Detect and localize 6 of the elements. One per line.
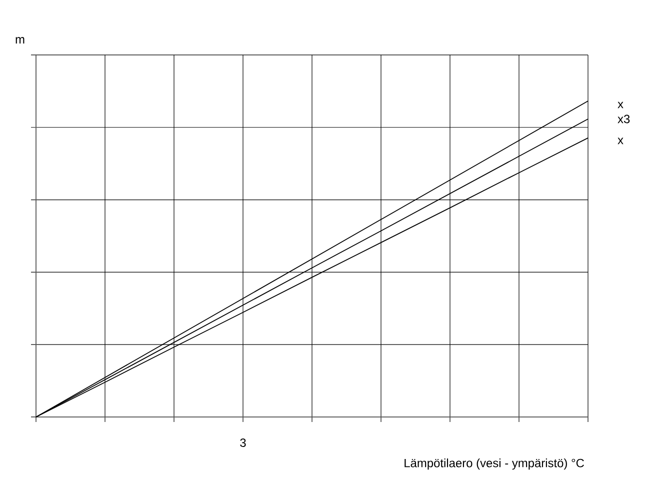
text: x — [618, 102, 624, 108]
text: x3 — [618, 114, 630, 124]
x-axis-title: Lämpötilaero (vesi - ympäristö) °C — [404, 458, 584, 470]
text: 3 — [240, 438, 246, 447]
text: x — [618, 138, 624, 144]
y-axis-title: m — [16, 37, 24, 44]
